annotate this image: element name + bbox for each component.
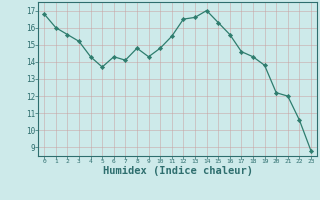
X-axis label: Humidex (Indice chaleur): Humidex (Indice chaleur)	[103, 166, 252, 176]
